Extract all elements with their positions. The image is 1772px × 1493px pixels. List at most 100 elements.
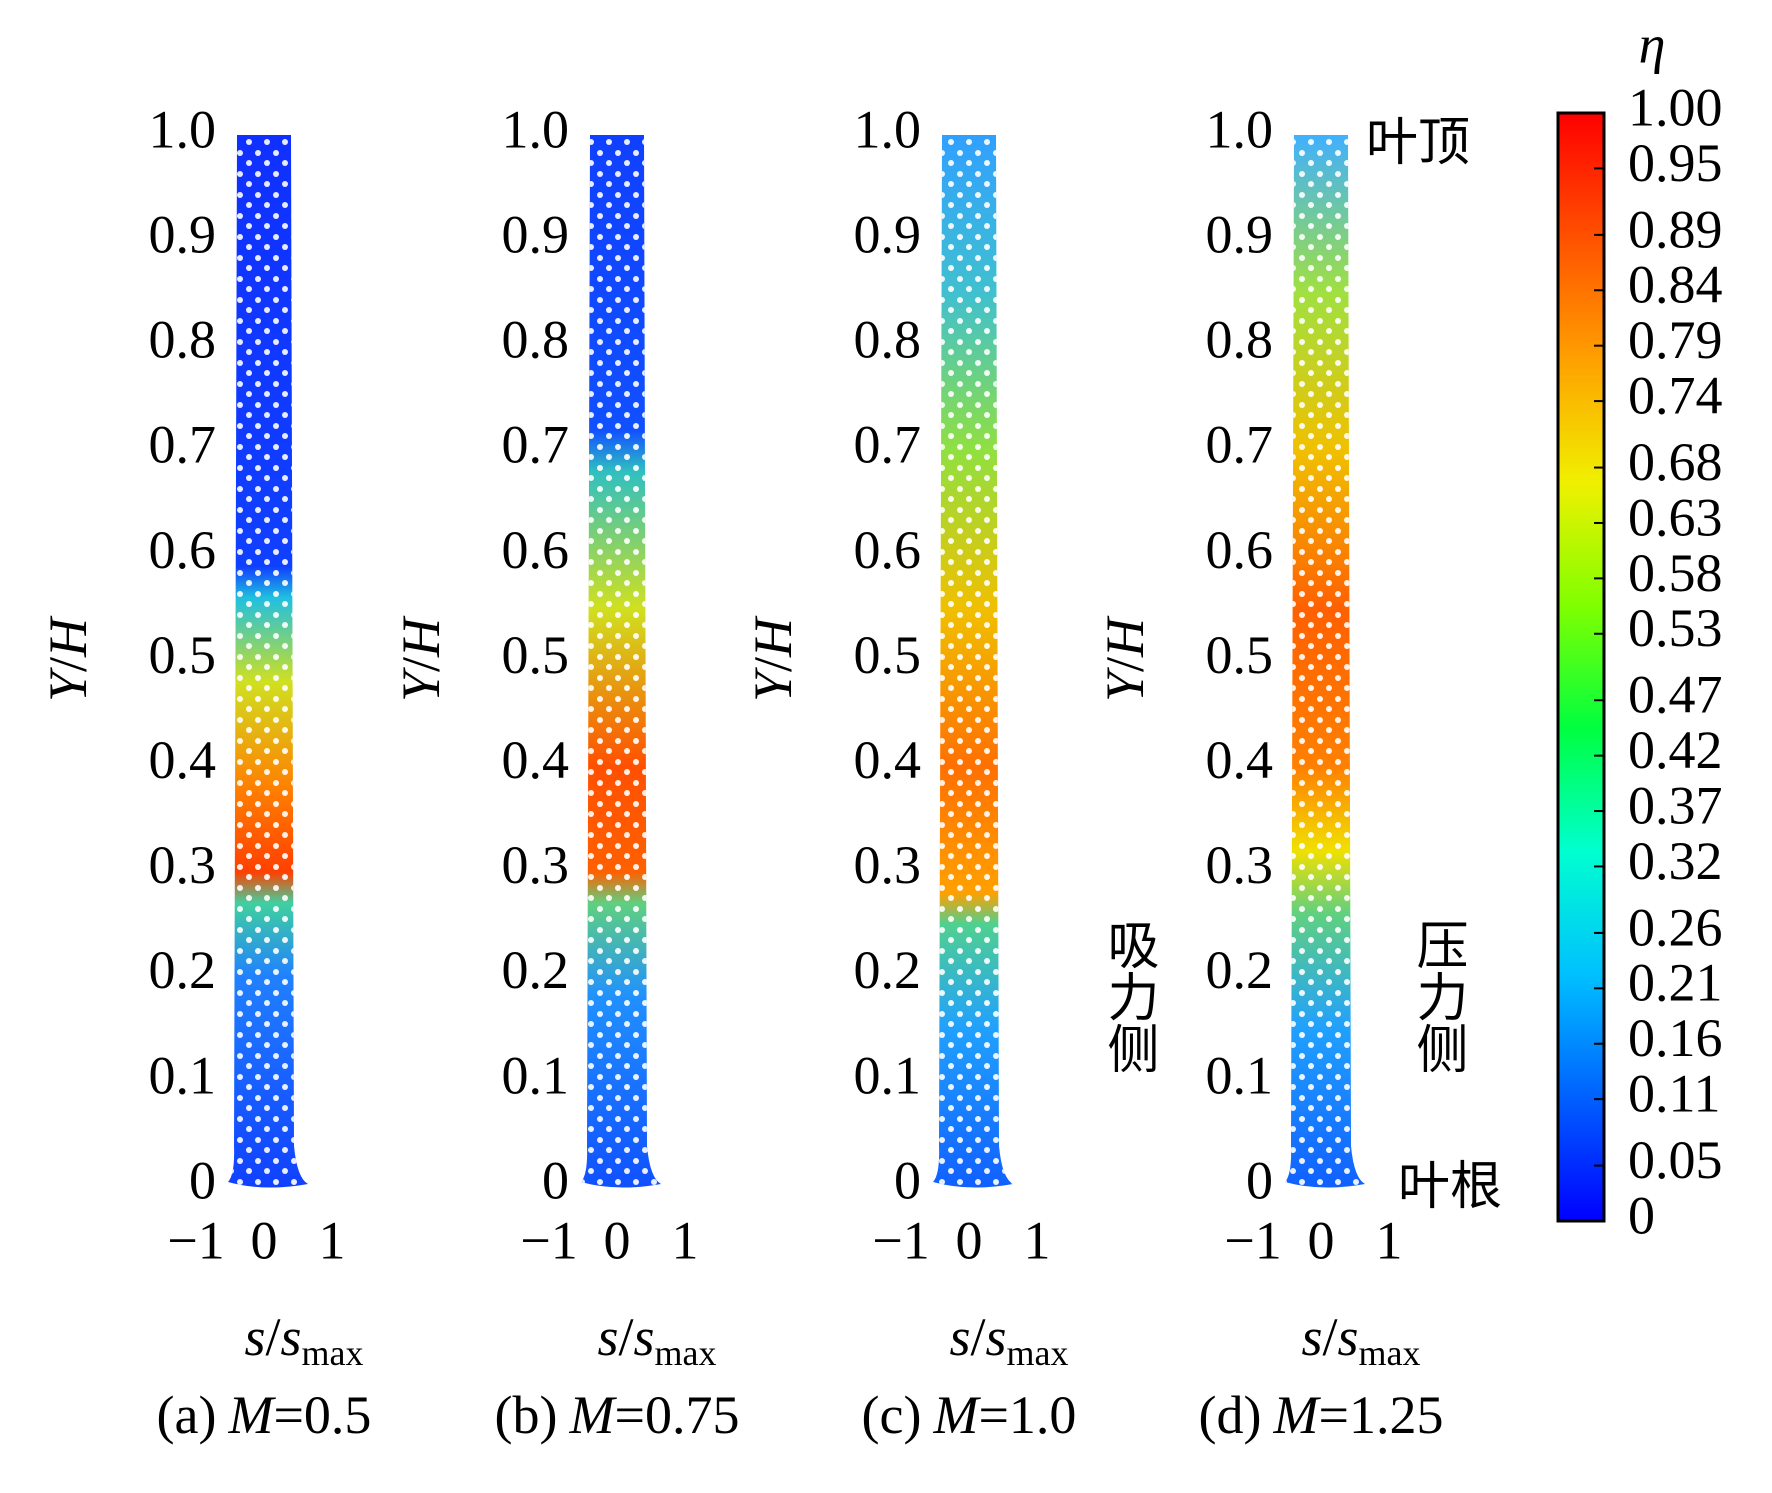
panel-caption-part: (b): [495, 1385, 558, 1445]
y-tick-label: 0.5: [502, 625, 570, 685]
cooling-holes: [1285, 135, 1365, 1188]
colorbar-tick-label: 0.89: [1628, 199, 1723, 259]
colorbar-tick-label: 0.05: [1628, 1130, 1723, 1190]
x-axis-label-part: max: [302, 1333, 364, 1373]
panel: 00.10.20.30.40.50.60.70.80.91.0−1 0 1Y/Hs/…: [1095, 99, 1443, 1445]
x-axis-label-part: max: [1359, 1333, 1421, 1373]
y-tick-label: 0.3: [854, 835, 922, 895]
colorbar-tick-label: 0.26: [1628, 897, 1723, 957]
y-tick-label: 0.4: [1206, 730, 1274, 790]
colorbar-tick-label: 0.79: [1628, 310, 1723, 370]
panel-caption-part: (a): [157, 1385, 217, 1445]
y-axis-label: Y/H: [391, 615, 451, 702]
x-axis-label-part: /: [1323, 1307, 1338, 1367]
x-axis-label-part: s: [634, 1307, 655, 1367]
y-tick-label: 0.8: [1206, 310, 1274, 370]
colorbar-tick-label: 0.16: [1628, 1008, 1723, 1068]
y-tick-label: 0.6: [854, 520, 922, 580]
y-tick-label: 1.0: [502, 99, 570, 159]
x-axis-label-part: max: [1007, 1333, 1069, 1373]
panel-caption-part: =1.0: [978, 1385, 1076, 1445]
y-tick-label: 0.1: [1206, 1045, 1274, 1105]
y-tick-label: 0.3: [502, 835, 570, 895]
y-tick-label: 0.2: [149, 940, 217, 1000]
colorbar-tick-label: 0.95: [1628, 133, 1723, 193]
x-axis-label-part: /: [619, 1307, 634, 1367]
y-axis-label-part: H: [38, 615, 98, 658]
y-tick-label: 0.8: [854, 310, 922, 370]
x-tick-label: 1: [1376, 1210, 1403, 1270]
colorbar-tick-label: 0.47: [1628, 665, 1723, 725]
y-tick-label: 0.9: [1206, 204, 1274, 264]
cooling-holes: [228, 135, 308, 1188]
panel-caption-part: (d): [1199, 1385, 1262, 1445]
x-tick-label: 0: [251, 1210, 278, 1270]
x-axis-label-part: s: [281, 1307, 302, 1367]
x-tick-label: −1: [167, 1210, 224, 1270]
y-tick-label: 0.6: [1206, 520, 1274, 580]
x-axis-label: s/smax: [1301, 1307, 1420, 1373]
panel-caption-part: (c): [862, 1385, 922, 1445]
colorbar-tick-label: 0.63: [1628, 487, 1723, 547]
panel-caption-part: =1.25: [1318, 1385, 1443, 1445]
x-axis-label-part: s: [986, 1307, 1007, 1367]
y-tick-label: 0.7: [854, 415, 922, 475]
x-tick-label: −1: [1224, 1210, 1281, 1270]
y-tick-label: 1.0: [149, 99, 217, 159]
panel: 00.10.20.30.40.50.60.70.80.91.0−1 0 1Y/Hs/…: [391, 99, 739, 1445]
panel-caption-part: M: [1273, 1385, 1322, 1445]
y-axis-label-part: Y: [1095, 667, 1155, 702]
panel-caption: (c) M=1.0: [862, 1385, 1077, 1445]
panel: 00.10.20.30.40.50.60.70.80.91.0−1 0 1Y/Hs/…: [38, 99, 371, 1445]
y-tick-label: 0.2: [1206, 940, 1274, 1000]
colorbar-tick-label: 0.84: [1628, 255, 1723, 315]
y-axis-label: Y/H: [38, 615, 98, 702]
x-tick-label: −1: [520, 1210, 577, 1270]
x-axis-label-part: s: [597, 1307, 618, 1367]
panel-caption-part: M: [569, 1385, 618, 1445]
y-tick-label: 0.3: [1206, 835, 1274, 895]
y-axis-label: Y/H: [743, 615, 803, 702]
y-axis-label-part: /: [391, 657, 451, 672]
y-tick-label: 0.2: [502, 940, 570, 1000]
colorbar-tick-label: 0.37: [1628, 775, 1723, 835]
y-tick-label: 0.9: [854, 204, 922, 264]
y-tick-label: 0.7: [502, 415, 570, 475]
y-tick-label: 0.9: [149, 204, 217, 264]
panel: 00.10.20.30.40.50.60.70.80.91.0−1 0 1Y/Hs/…: [743, 99, 1076, 1445]
colorbar-tick-label: 0.53: [1628, 598, 1723, 658]
y-tick-label: 0.5: [149, 625, 217, 685]
y-tick-label: 0.8: [502, 310, 570, 370]
y-axis-label-part: /: [743, 657, 803, 672]
y-tick-label: 0.8: [149, 310, 217, 370]
annotation: 吸力侧: [1098, 918, 1158, 1074]
x-axis-label-part: s: [244, 1307, 265, 1367]
y-axis-label-part: H: [743, 615, 803, 658]
y-tick-label: 0.4: [854, 730, 922, 790]
y-tick-label: 0.9: [502, 204, 570, 264]
x-axis-label-part: /: [971, 1307, 986, 1367]
cooling-holes: [933, 135, 1013, 1188]
y-axis-label-part: H: [1095, 615, 1155, 658]
y-tick-label: 0: [1246, 1150, 1273, 1210]
x-axis-label-part: /: [266, 1307, 281, 1367]
x-axis-label-part: max: [655, 1333, 717, 1373]
y-tick-label: 0.6: [149, 520, 217, 580]
y-tick-label: 0.5: [1206, 625, 1274, 685]
colorbar-tick-label: 0.11: [1628, 1064, 1721, 1124]
y-tick-label: 0.7: [149, 415, 217, 475]
y-tick-label: 0.5: [854, 625, 922, 685]
y-tick-label: 1.0: [854, 99, 922, 159]
colorbar-tick-label: 0.32: [1628, 831, 1723, 891]
y-tick-label: 0.4: [149, 730, 217, 790]
y-tick-label: 0: [189, 1150, 216, 1210]
y-tick-label: 0.6: [502, 520, 570, 580]
y-axis-label-part: Y: [743, 667, 803, 702]
x-axis-label-part: s: [949, 1307, 970, 1367]
colorbar-tick-label: 0.42: [1628, 720, 1723, 780]
x-axis-label-part: s: [1338, 1307, 1359, 1367]
colorbar-tick-label: 0.21: [1628, 953, 1723, 1013]
x-axis-label: s/smax: [244, 1307, 363, 1373]
x-axis-label-part: s: [1301, 1307, 1322, 1367]
colorbar: [1556, 111, 1606, 1223]
